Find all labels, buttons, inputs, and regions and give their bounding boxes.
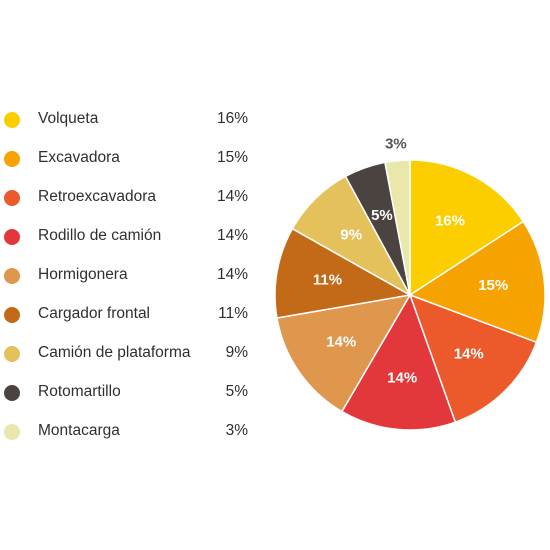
legend-item: Retroexcavadora 14% — [0, 180, 260, 219]
legend-swatch — [4, 268, 20, 284]
legend-value: 14% — [216, 266, 248, 283]
legend-swatch — [4, 229, 20, 245]
legend-label: Rotomartillo — [38, 383, 121, 400]
legend-value: 16% — [216, 110, 248, 127]
legend-label: Excavadora — [38, 149, 120, 166]
slice-label: 15% — [478, 277, 508, 294]
legend-swatch — [4, 307, 20, 323]
slice-label: 9% — [340, 226, 362, 243]
legend-label: Camión de plataforma — [38, 344, 191, 361]
pie-slice — [409, 159, 525, 297]
chart-legend: Volqueta 16% Excavadora 15% Retroexcavadora 1… — [0, 102, 260, 453]
slice-label: 5% — [371, 207, 393, 224]
legend-value: 9% — [225, 344, 248, 361]
legend-swatch — [4, 385, 20, 401]
legend-label: Volqueta — [38, 110, 99, 127]
pie-slice — [276, 293, 412, 413]
legend-swatch — [4, 424, 20, 440]
legend-value: 11% — [218, 305, 248, 322]
legend-item: Excavadora 15% — [0, 141, 260, 180]
legend-swatch — [4, 346, 20, 362]
legend-item: Camión de plataforma 9% — [0, 336, 260, 375]
legend-item: Rotomartillo 5% — [0, 375, 260, 414]
legend-label: Hormigonera — [38, 266, 128, 283]
slice-label: 14% — [454, 346, 484, 363]
pie-slice — [340, 293, 457, 431]
legend-value: 3% — [225, 422, 248, 439]
pie-slice — [274, 227, 413, 319]
legend-swatch — [4, 112, 20, 128]
pie-slice — [408, 293, 538, 424]
slice-label: 14% — [387, 369, 417, 386]
legend-value: 14% — [216, 188, 248, 205]
legend-swatch — [4, 151, 20, 167]
legend-item: Hormigonera 14% — [0, 258, 260, 297]
legend-label: Rodillo de camión — [38, 227, 162, 244]
legend-value: 14% — [216, 227, 248, 244]
legend-item: Rodillo de camión 14% — [0, 219, 260, 258]
slice-label: 16% — [435, 212, 465, 229]
legend-item: Cargador frontal 11% — [0, 297, 260, 336]
slice-label: 11% — [313, 272, 342, 289]
slice-label: 14% — [326, 334, 356, 351]
legend-item: Volqueta 16% — [0, 102, 260, 141]
legend-label: Retroexcavadora — [38, 188, 157, 205]
slice-label: 3% — [385, 136, 407, 153]
legend-value: 15% — [216, 149, 248, 166]
legend-swatch — [4, 190, 20, 206]
pie-slice — [384, 159, 411, 296]
legend-value: 5% — [225, 383, 248, 400]
legend-item: Montacarga 3% — [0, 414, 260, 453]
legend-label: Cargador frontal — [38, 305, 151, 322]
legend-label: Montacarga — [38, 422, 120, 439]
pie-slice — [408, 220, 546, 344]
